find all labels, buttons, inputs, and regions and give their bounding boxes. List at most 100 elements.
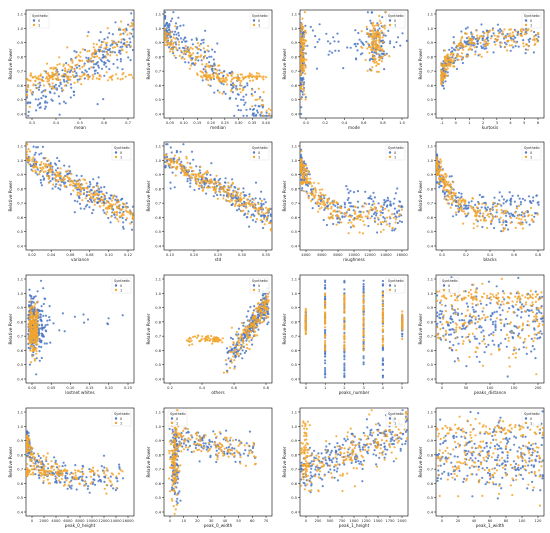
point-synthetic-0 (54, 83, 58, 86)
point-synthetic-1 (379, 22, 382, 25)
point-synthetic-1 (367, 212, 370, 215)
point-synthetic-1 (304, 72, 307, 75)
point-synthetic-0 (467, 206, 470, 210)
point-synthetic-1 (102, 40, 105, 43)
x-tick-label: 1.0 (399, 121, 405, 125)
point-synthetic-1 (378, 39, 381, 43)
point-synthetic-0 (41, 310, 44, 313)
point-synthetic-0 (73, 199, 76, 202)
point-synthetic-1 (367, 34, 371, 37)
point-synthetic-0 (35, 109, 38, 112)
point-synthetic-0 (242, 95, 245, 98)
point-synthetic-0 (357, 31, 360, 35)
point-synthetic-1 (85, 182, 88, 185)
point-synthetic-1 (474, 53, 477, 56)
point-synthetic-1 (463, 202, 466, 205)
point-synthetic-0 (245, 114, 248, 117)
point-synthetic-0 (58, 113, 61, 116)
point-synthetic-0 (535, 194, 538, 197)
point-synthetic-0 (229, 96, 232, 99)
point-synthetic-1 (234, 344, 237, 347)
legend-label: 0 (530, 19, 532, 23)
point-synthetic-1 (375, 209, 379, 212)
point-synthetic-1 (217, 64, 220, 67)
point-synthetic-1 (58, 183, 61, 186)
point-synthetic-0 (456, 196, 460, 199)
point-synthetic-1 (394, 221, 397, 224)
point-synthetic-0 (231, 202, 234, 205)
y-tick-label: 0.6 (155, 216, 161, 220)
point-synthetic-1 (107, 205, 110, 208)
point-synthetic-1 (118, 215, 121, 218)
point-synthetic-1 (470, 37, 473, 41)
point-synthetic-1 (231, 183, 234, 186)
x-tick-label: -1 (440, 121, 444, 125)
point-synthetic-0 (28, 363, 31, 366)
point-synthetic-1 (486, 43, 489, 47)
point-synthetic-1 (300, 158, 303, 161)
point-synthetic-1 (34, 333, 37, 336)
point-synthetic-0 (252, 107, 256, 111)
point-synthetic-1 (521, 227, 525, 230)
point-synthetic-1 (303, 33, 306, 37)
point-synthetic-0 (253, 305, 256, 308)
point-synthetic-0 (519, 200, 523, 204)
point-synthetic-1 (302, 36, 305, 39)
point-synthetic-1 (179, 167, 182, 170)
point-synthetic-1 (381, 36, 384, 39)
point-synthetic-1 (53, 172, 56, 175)
point-synthetic-0 (533, 30, 536, 34)
point-synthetic-0 (396, 187, 399, 190)
point-synthetic-1 (503, 28, 506, 31)
point-synthetic-0 (463, 204, 466, 207)
point-synthetic-0 (389, 200, 392, 203)
point-synthetic-1 (331, 202, 334, 205)
point-synthetic-0 (69, 170, 72, 173)
point-synthetic-1 (68, 178, 71, 181)
point-synthetic-0 (303, 160, 306, 163)
y-tick-label: 0.7 (17, 335, 23, 339)
point-synthetic-1 (507, 35, 510, 38)
point-synthetic-1 (195, 183, 198, 186)
point-synthetic-1 (508, 44, 511, 47)
point-synthetic-1 (63, 69, 67, 73)
point-synthetic-0 (85, 56, 88, 59)
point-synthetic-0 (315, 67, 319, 70)
point-synthetic-1 (26, 153, 29, 156)
point-synthetic-1 (238, 77, 241, 80)
point-synthetic-0 (212, 71, 215, 74)
point-synthetic-1 (35, 328, 38, 331)
point-synthetic-1 (438, 179, 441, 182)
point-synthetic-1 (71, 70, 74, 73)
point-synthetic-1 (530, 218, 534, 221)
point-synthetic-0 (346, 188, 349, 191)
point-synthetic-1 (36, 312, 39, 315)
point-synthetic-1 (80, 75, 83, 78)
point-synthetic-1 (314, 188, 317, 191)
point-synthetic-1 (118, 203, 121, 207)
point-synthetic-0 (393, 207, 396, 210)
point-synthetic-1 (225, 190, 228, 194)
legend-marker (114, 155, 118, 159)
point-synthetic-0 (191, 43, 194, 46)
point-synthetic-0 (43, 297, 46, 300)
point-synthetic-1 (463, 212, 467, 215)
point-synthetic-1 (113, 211, 116, 214)
point-synthetic-1 (303, 42, 306, 45)
point-synthetic-0 (477, 200, 480, 204)
point-synthetic-1 (302, 39, 306, 42)
point-synthetic-0 (436, 153, 439, 156)
point-synthetic-0 (36, 290, 39, 293)
point-synthetic-1 (369, 35, 372, 38)
point-synthetic-0 (227, 357, 230, 360)
point-synthetic-1 (56, 74, 59, 77)
point-synthetic-0 (69, 193, 73, 196)
point-synthetic-1 (196, 334, 200, 337)
point-synthetic-1 (325, 206, 328, 209)
point-synthetic-0 (203, 182, 206, 185)
point-synthetic-0 (465, 204, 468, 207)
point-synthetic-0 (85, 194, 88, 198)
point-synthetic-1 (240, 79, 243, 82)
point-synthetic-1 (236, 191, 239, 194)
point-synthetic-1 (66, 176, 69, 179)
